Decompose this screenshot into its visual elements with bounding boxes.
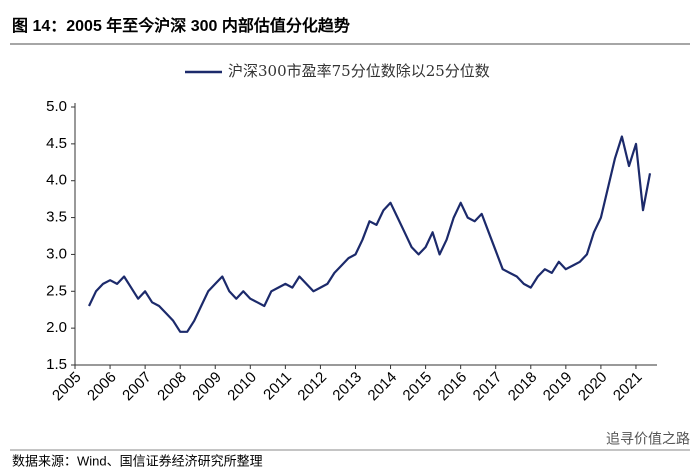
y-tick-label: 4.0	[46, 172, 67, 189]
legend-label: 沪深300市盈率75分位数除以25分位数	[228, 62, 490, 80]
x-tick-label: 2017	[470, 369, 506, 405]
x-tick-label: 2016	[435, 369, 471, 405]
y-tick-label: 2.5	[46, 282, 67, 299]
x-tick-label: 2009	[189, 369, 225, 405]
x-tick-label: 2012	[294, 369, 330, 405]
y-tick-label: 1.5	[46, 356, 67, 373]
x-tick-label: 2019	[540, 369, 576, 405]
y-tick-label: 2.0	[46, 319, 67, 336]
source-note: 数据来源：Wind、国信证券经济研究所整理	[12, 453, 263, 468]
y-tick-label: 4.5	[46, 135, 67, 152]
x-tick-label: 2018	[505, 369, 541, 405]
chart-title: 图 14：2005 年至今沪深 300 内部估值分化趋势	[12, 16, 350, 35]
y-tick-label: 3.5	[46, 209, 67, 226]
x-tick-label: 2013	[329, 369, 365, 405]
x-tick-label: 2011	[260, 369, 295, 404]
x-tick-label: 2020	[575, 369, 611, 405]
watermark: 追寻价值之路	[606, 431, 690, 447]
line-series	[88, 135, 652, 333]
x-tick-label: 2014	[365, 369, 401, 405]
x-tick-label: 2015	[400, 369, 436, 405]
x-tick-label: 2006	[84, 369, 120, 405]
x-tick-label: 2010	[224, 369, 260, 405]
y-tick-label: 3.0	[46, 245, 67, 262]
x-tick-label: 2021	[610, 369, 646, 405]
x-tick-label: 2007	[119, 369, 155, 405]
x-tick-label: 2008	[154, 369, 190, 405]
x-tick-label: 2005	[49, 369, 85, 405]
y-tick-label: 5.0	[46, 98, 67, 115]
